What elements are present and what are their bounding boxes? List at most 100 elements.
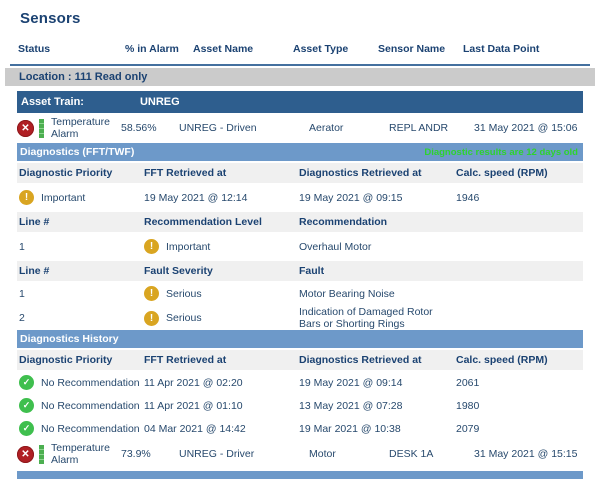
- line-number: 1: [19, 287, 25, 300]
- fft-retrieved-value: 11 Apr 2021 @ 01:10: [144, 399, 243, 412]
- column-header-asset-name: Asset Name: [193, 43, 254, 55]
- diagnostics-history-header: Diagnostics History: [17, 330, 583, 348]
- ok-check-icon: ✓: [19, 421, 34, 436]
- column-header-asset-type: Asset Type: [293, 43, 349, 55]
- recommendation-text: Overhaul Motor: [299, 240, 372, 253]
- column-header-recommendation: Recommendation: [299, 216, 388, 228]
- serious-warning-icon: !: [144, 286, 159, 301]
- last-data-point-value: 31 May 2021 @ 15:06: [474, 122, 578, 134]
- ok-check-icon: ✓: [19, 375, 34, 390]
- next-section-bar: [17, 471, 583, 479]
- history-table-header: Diagnostic Priority FFT Retrieved at Dia…: [17, 350, 583, 370]
- column-header-line: Line #: [19, 216, 50, 228]
- serious-warning-icon: !: [144, 310, 159, 326]
- asset-train-label: Asset Train:: [21, 96, 84, 108]
- diagnostics-age-note: Diagnostic results are 12 days old: [424, 146, 578, 158]
- column-header-fault: Fault: [299, 265, 325, 277]
- recommendations-header: Line # Recommendation Level Recommendati…: [17, 212, 583, 232]
- important-warning-icon: !: [144, 239, 159, 254]
- column-header-diagnostic-priority: Diagnostic Priority: [19, 167, 113, 179]
- asset-type-value: Aerator: [309, 122, 344, 134]
- status-cell: ✕ Temperature Alarm: [17, 116, 121, 140]
- line-number: 2: [19, 312, 25, 324]
- column-header-pct-in-alarm: % in Alarm: [125, 43, 179, 55]
- page-title: Sensors: [20, 10, 81, 27]
- alarm-trend-bar-icon: [39, 444, 44, 464]
- fft-retrieved-value: 19 May 2021 @ 12:14: [144, 191, 248, 204]
- location-group-header[interactable]: Location : 111 Read only: [5, 68, 595, 86]
- column-header-status: Status: [18, 43, 51, 55]
- fault-severity-cell: ! Serious: [144, 286, 299, 301]
- asset-name-value: UNREG - Driven: [179, 122, 257, 134]
- status-cell: ✕ Temperature Alarm: [17, 442, 121, 466]
- diagnostics-retrieved-value: 19 Mar 2021 @ 10:38: [299, 422, 401, 435]
- line-number: 1: [19, 240, 25, 253]
- history-row[interactable]: ✓ No Recommendation 04 Mar 2021 @ 14:42 …: [17, 418, 583, 439]
- calc-speed-value: 2061: [456, 376, 480, 389]
- priority-cell: ✓ No Recommendation: [19, 421, 144, 436]
- column-header-diagnostics-retrieved: Diagnostics Retrieved at: [299, 167, 422, 179]
- diagnostics-section-title: Diagnostics (FFT/TWF): [20, 146, 135, 158]
- asset-type-value: Motor: [309, 448, 336, 460]
- history-row[interactable]: ✓ No Recommendation 11 Apr 2021 @ 02:20 …: [17, 372, 583, 393]
- fault-severity-label: Serious: [166, 287, 202, 300]
- status-label: Temperature Alarm: [51, 442, 110, 466]
- column-header-calc-speed: Calc. speed (RPM): [456, 167, 548, 179]
- sensor-name-value: REPL ANDR: [389, 122, 449, 134]
- column-header-sensor-name: Sensor Name: [378, 43, 446, 55]
- fft-retrieved-value: 04 Mar 2021 @ 14:42: [144, 422, 246, 435]
- column-header-recommendation-level: Recommendation Level: [144, 216, 262, 228]
- fft-retrieved-value: 11 Apr 2021 @ 02:20: [144, 376, 243, 389]
- alarm-error-icon: ✕: [17, 445, 34, 463]
- alarm-trend-bar-icon: [39, 118, 44, 138]
- asset-name-value: UNREG - Driver: [179, 448, 255, 460]
- fault-row[interactable]: 1 ! Serious Motor Bearing Noise: [17, 283, 583, 304]
- sensor-name-value: DESK 1A: [389, 448, 434, 460]
- diagnostics-retrieved-value: 19 May 2021 @ 09:15: [299, 191, 403, 204]
- ok-check-icon: ✓: [19, 398, 34, 413]
- diagnostics-summary-row[interactable]: ! Important 19 May 2021 @ 12:14 19 May 2…: [17, 185, 583, 210]
- alarm-error-icon: ✕: [17, 119, 34, 137]
- pct-in-alarm-value: 73.9%: [121, 448, 151, 460]
- diagnostics-history-title: Diagnostics History: [20, 333, 119, 345]
- priority-cell: ✓ No Recommendation: [19, 398, 144, 413]
- column-header-diagnostics-retrieved: Diagnostics Retrieved at: [299, 354, 422, 366]
- priority-label: Important: [41, 191, 86, 204]
- last-data-point-value: 31 May 2021 @ 15:15: [474, 448, 578, 460]
- column-header-fft-retrieved: FFT Retrieved at: [144, 167, 227, 179]
- calc-speed-value: 1980: [456, 399, 480, 412]
- priority-cell: ✓ No Recommendation: [19, 375, 144, 390]
- fault-row[interactable]: 2 ! Serious Indication of Damaged Rotor …: [17, 306, 583, 330]
- priority-label: No Recommendation: [41, 399, 140, 412]
- calc-speed-value: 1946: [456, 191, 480, 204]
- fault-text: Motor Bearing Noise: [299, 287, 395, 300]
- asset-train-group-header[interactable]: Asset Train: UNREG: [17, 91, 583, 113]
- header-separator: [10, 64, 590, 66]
- history-row[interactable]: ✓ No Recommendation 11 Apr 2021 @ 01:10 …: [17, 395, 583, 416]
- fault-severity-label: Serious: [166, 312, 202, 324]
- diagnostics-retrieved-value: 13 May 2021 @ 07:28: [299, 399, 403, 412]
- important-warning-icon: !: [19, 190, 34, 205]
- column-header-fft-retrieved: FFT Retrieved at: [144, 354, 227, 366]
- diagnostics-retrieved-value: 19 May 2021 @ 09:14: [299, 376, 403, 389]
- calc-speed-value: 2079: [456, 422, 480, 435]
- faults-header: Line # Fault Severity Fault: [17, 261, 583, 281]
- status-label: Temperature Alarm: [51, 116, 110, 140]
- fault-text: Indication of Damaged Rotor Bars or Shor…: [299, 306, 433, 330]
- column-header-fault-severity: Fault Severity: [144, 265, 213, 277]
- recommendation-level-cell: ! Important: [144, 239, 299, 254]
- sensor-row[interactable]: ✕ Temperature Alarm 73.9% UNREG - Driver…: [17, 439, 583, 469]
- asset-train-value: UNREG: [139, 96, 180, 108]
- diagnostics-summary-header: Diagnostic Priority FFT Retrieved at Dia…: [17, 163, 583, 183]
- recommendation-row[interactable]: 1 ! Important Overhaul Motor: [17, 234, 583, 259]
- column-header-calc-speed: Calc. speed (RPM): [456, 354, 548, 366]
- sensor-row[interactable]: ✕ Temperature Alarm 58.56% UNREG - Drive…: [17, 113, 583, 143]
- priority-label: No Recommendation: [41, 422, 140, 435]
- diagnostics-section-header: Diagnostics (FFT/TWF) Diagnostic results…: [17, 143, 583, 161]
- fault-severity-cell: ! Serious: [144, 310, 299, 326]
- column-header-last-data-point: Last Data Point: [463, 43, 540, 55]
- column-header-diagnostic-priority: Diagnostic Priority: [19, 354, 113, 366]
- pct-in-alarm-value: 58.56%: [121, 122, 157, 134]
- sensor-table-header: Status % in Alarm Asset Name Asset Type …: [18, 43, 582, 64]
- recommendation-level-label: Important: [166, 240, 211, 253]
